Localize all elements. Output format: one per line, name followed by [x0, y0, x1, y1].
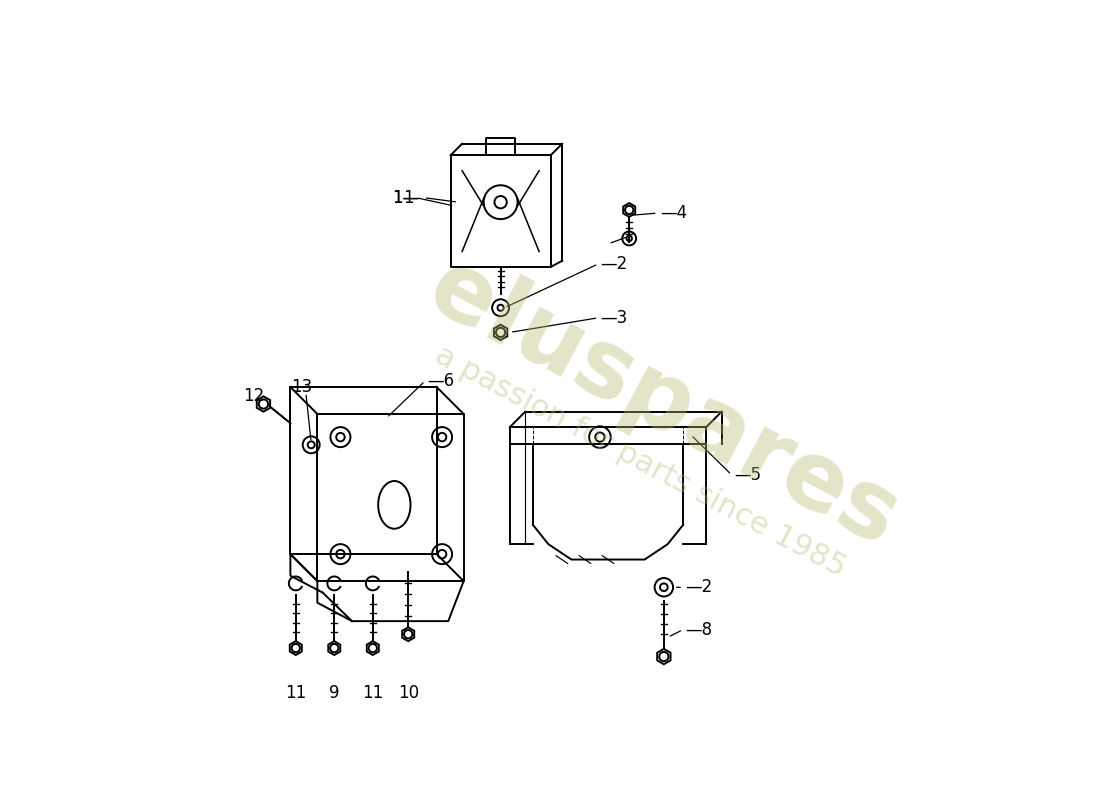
Text: 1—: 1—	[393, 189, 420, 206]
Text: 9: 9	[329, 684, 340, 702]
Text: eluspares: eluspares	[414, 242, 914, 566]
Circle shape	[654, 578, 673, 597]
Polygon shape	[328, 641, 340, 655]
Text: —3: —3	[601, 309, 628, 326]
Text: 11: 11	[362, 684, 384, 702]
Text: a passion for parts since 1985: a passion for parts since 1985	[430, 341, 851, 582]
Polygon shape	[624, 203, 635, 217]
Polygon shape	[494, 325, 507, 340]
Circle shape	[623, 231, 636, 246]
Circle shape	[432, 544, 452, 564]
Circle shape	[492, 299, 509, 316]
Text: —4: —4	[660, 204, 688, 222]
Text: 1—: 1—	[393, 189, 420, 206]
Circle shape	[330, 544, 351, 564]
Text: 11: 11	[285, 684, 307, 702]
Text: —5: —5	[734, 466, 761, 484]
Text: 10: 10	[397, 684, 419, 702]
Circle shape	[590, 426, 610, 448]
Circle shape	[484, 186, 518, 219]
Polygon shape	[657, 649, 671, 664]
Text: —8: —8	[685, 621, 713, 638]
Polygon shape	[256, 396, 271, 412]
Text: 13: 13	[292, 378, 312, 396]
Text: —6: —6	[428, 372, 454, 390]
Text: 12: 12	[243, 387, 265, 406]
Circle shape	[330, 427, 351, 447]
Polygon shape	[403, 627, 415, 641]
Text: 1: 1	[403, 189, 414, 206]
Polygon shape	[289, 641, 301, 655]
Text: —2: —2	[601, 255, 628, 273]
Circle shape	[432, 427, 452, 447]
Text: —2: —2	[685, 578, 713, 596]
Polygon shape	[366, 641, 378, 655]
Circle shape	[302, 436, 320, 454]
